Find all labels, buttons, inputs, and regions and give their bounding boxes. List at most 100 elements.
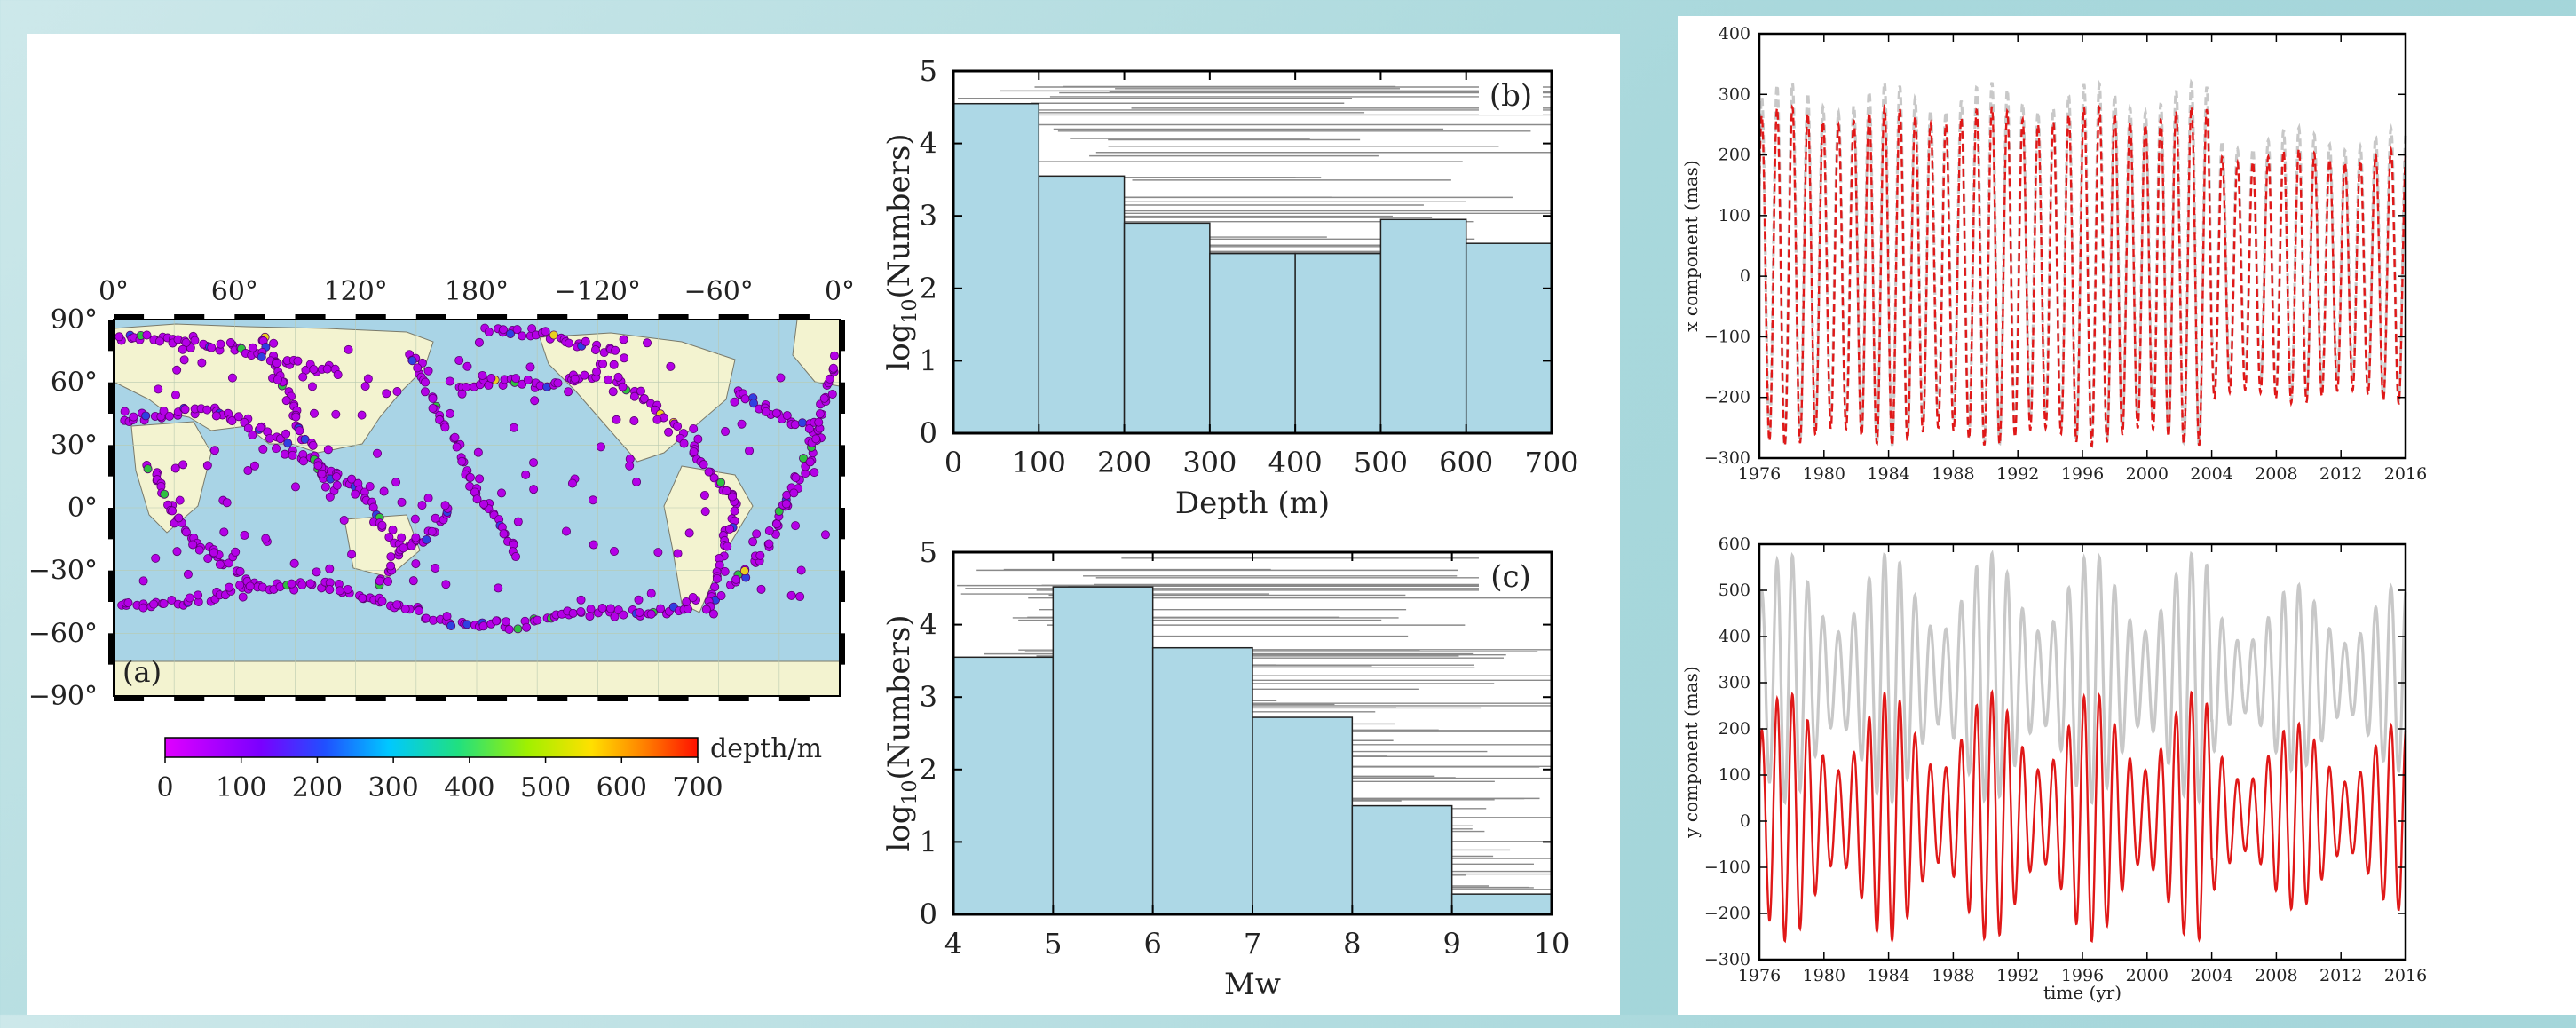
earthquake-point [399, 543, 408, 553]
earthquake-point [411, 533, 421, 542]
earthquake-point [172, 547, 182, 557]
x-axis-label: time (yr) [2043, 982, 2122, 1003]
earthquake-point [325, 492, 335, 502]
earthquake-point [609, 360, 619, 369]
earthquake-point [804, 423, 814, 433]
earthquake-point [828, 363, 838, 373]
earthquake-point [308, 440, 318, 450]
earthquake-point [462, 620, 472, 629]
map-border-tick [108, 382, 114, 414]
earthquake-point [570, 374, 580, 384]
colorbar-tick-label: 500 [520, 772, 571, 803]
y-tick-label: 1 [920, 344, 937, 377]
earthquake-point [411, 559, 421, 569]
earthquake-point [699, 460, 708, 470]
land-mass-0 [113, 323, 434, 454]
panel-label-box [1479, 556, 1543, 597]
y-tick-label: −200 [1704, 904, 1750, 923]
earthquake-point [739, 566, 749, 576]
earthquake-point [383, 577, 393, 587]
earthquake-point [384, 533, 394, 542]
earthquake-point [462, 361, 472, 371]
earthquake-point [724, 524, 734, 534]
earthquake-point [323, 445, 333, 455]
earthquake-point [825, 374, 834, 384]
map-border-tick [295, 314, 326, 320]
earthquake-point [511, 552, 521, 562]
x-tick-label: 2008 [2255, 966, 2297, 985]
map-border-tick [718, 314, 749, 320]
earthquake-point [502, 617, 511, 627]
latitude-label: 30° [51, 430, 98, 461]
earthquake-point [272, 359, 281, 368]
earthquake-point [589, 495, 598, 505]
earthquake-point [427, 526, 437, 536]
earthquake-point [604, 375, 613, 384]
earthquake-point [756, 584, 766, 594]
earthquake-point [290, 482, 300, 492]
panel-label-box [1479, 75, 1543, 115]
earthquake-point [673, 422, 683, 431]
earthquake-point [235, 581, 245, 590]
y-tick-label: 0 [1740, 811, 1750, 831]
longitude-label: 180° [445, 276, 509, 307]
earthquake-point [164, 411, 174, 421]
earthquake-point [245, 581, 255, 591]
map-border-tick [108, 508, 114, 540]
earthquake-point [619, 335, 628, 344]
earthquake-point [297, 580, 307, 589]
colorbar-tick-label: 400 [444, 772, 494, 803]
earthquake-point [231, 547, 241, 557]
earthquake-point [149, 599, 159, 609]
earthquake-point [240, 530, 249, 540]
earthquake-point [799, 454, 809, 463]
histogram-bar [1123, 222, 1211, 434]
x-tick-label: 4 [944, 927, 962, 961]
earthquake-point [180, 405, 190, 415]
earthquake-point [417, 501, 427, 510]
earthquake-point [377, 520, 387, 530]
y-tick-label: 2 [920, 272, 937, 305]
earthquake-point [810, 468, 819, 478]
x-tick-label: 200 [1097, 446, 1151, 479]
earthquake-point [511, 374, 521, 384]
latitude-label: −90° [28, 681, 98, 712]
x-axis-label: Mw [1224, 967, 1281, 1002]
x-tick-label: 7 [1244, 927, 1261, 961]
earthquake-point [492, 616, 502, 626]
earthquake-point [797, 418, 807, 428]
earthquake-point [764, 539, 774, 549]
colorbar-tick-label: 100 [216, 772, 266, 803]
earthquake-point [646, 589, 656, 598]
earthquake-point [720, 566, 730, 576]
earthquake-point [167, 596, 177, 605]
earthquake-point [154, 336, 164, 346]
y-tick-label: 1 [920, 825, 937, 858]
longitude-label: 60° [211, 276, 258, 307]
earthquake-point [397, 497, 407, 507]
earthquake-point [499, 529, 509, 539]
earthquake-point [643, 338, 652, 348]
earthquake-point [227, 373, 237, 383]
earthquake-point [529, 458, 539, 468]
x-tick-label: 1980 [1803, 966, 1845, 985]
earthquake-point [194, 545, 204, 555]
map-border-tick [840, 320, 845, 352]
y-axis-label-rest: (Numbers) [881, 614, 917, 779]
x-tick-label: 2016 [2384, 464, 2427, 484]
earthquake-point [567, 478, 577, 488]
earthquake-point [400, 604, 410, 613]
x-tick-label: 2012 [2319, 464, 2362, 484]
earthquake-point [613, 372, 623, 382]
earthquake-point [312, 567, 321, 577]
earthquake-point [181, 527, 191, 537]
y-axis-label-subscript: 10 [899, 298, 921, 323]
longitude-label: 0° [99, 276, 129, 307]
earthquake-point [598, 359, 608, 368]
earthquake-point [298, 456, 308, 466]
earthquake-point [782, 411, 792, 421]
map-border-tick [355, 314, 386, 320]
earthquake-point [281, 396, 291, 406]
earthquake-point [589, 540, 598, 550]
y-tick-label: 400 [1719, 627, 1750, 646]
